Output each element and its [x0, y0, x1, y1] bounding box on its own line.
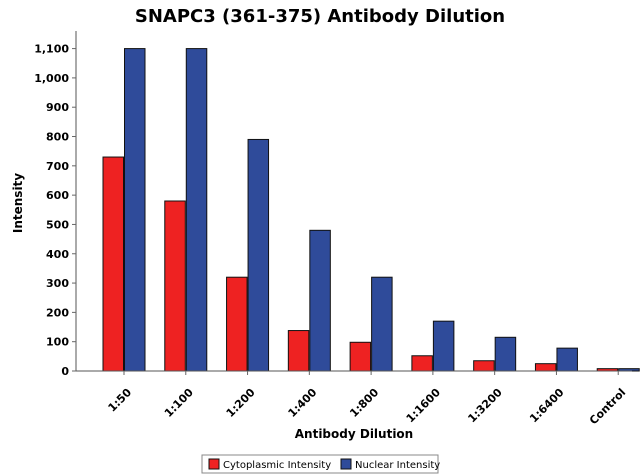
x-tick-label: 1:200 — [224, 386, 258, 420]
y-tick-label: 100 — [46, 336, 69, 349]
x-tick-label: 1:400 — [286, 386, 320, 420]
y-tick-label: 0 — [61, 365, 69, 378]
cytoplasmic-bar — [287, 330, 310, 372]
y-axis-label: Intensity — [11, 173, 25, 233]
x-tick-label: 1:3200 — [465, 386, 505, 426]
x-tick-label: 1:800 — [347, 386, 381, 420]
nuclear-bar — [494, 336, 517, 372]
y-tick-label: 1,000 — [34, 72, 69, 85]
cytoplasmic-bar — [473, 360, 495, 372]
y-tick-label: 1,100 — [34, 43, 69, 56]
x-tick-label: 1:1600 — [404, 386, 444, 426]
nuclear-bar — [309, 229, 331, 372]
x-tick-label: 1:6400 — [527, 386, 567, 426]
cytoplasmic-legend-label: Cytoplasmic Intensity — [223, 460, 331, 471]
y-tick-label: 700 — [46, 160, 69, 173]
legend: Cytoplasmic Intensity Nuclear Intensity — [201, 454, 440, 474]
cytoplasmic-legend-swatch — [208, 458, 220, 470]
bars-layer — [102, 48, 640, 372]
legend-box — [201, 454, 439, 474]
axes-layer — [75, 31, 632, 372]
x-tick-label: 1:50 — [106, 386, 135, 415]
cytoplasmic-bar — [349, 341, 372, 372]
nuclear-bar — [124, 48, 146, 372]
cytoplasmic-bar — [411, 355, 433, 372]
y-tick-label: 500 — [46, 218, 69, 231]
y-tick-label: 400 — [46, 248, 69, 261]
y-tick-label: 600 — [46, 189, 69, 202]
cytoplasmic-bar — [164, 200, 186, 372]
nuclear-bar — [556, 347, 578, 372]
nuclear-bar — [371, 276, 393, 372]
nuclear-bar — [247, 138, 270, 372]
x-tick-label: Control — [587, 386, 628, 427]
y-tick-label: 800 — [46, 131, 69, 144]
x-axis-label: Antibody Dilution — [295, 427, 413, 441]
nuclear-legend-swatch — [340, 458, 352, 470]
nuclear-bar — [185, 48, 208, 372]
y-tick-label: 900 — [46, 101, 69, 114]
cytoplasmic-bar — [226, 276, 248, 372]
cytoplasmic-bar — [102, 156, 124, 372]
y-tick-label: 300 — [46, 277, 69, 290]
nuclear-bar — [432, 320, 455, 372]
cytoplasmic-bar — [534, 363, 557, 372]
y-tick-label: 200 — [46, 306, 69, 319]
nuclear-legend-label: Nuclear Intensity — [355, 460, 440, 471]
x-tick-label: 1:100 — [162, 386, 196, 420]
chart-title: SNAPC3 (361-375) Antibody Dilution — [135, 6, 505, 27]
